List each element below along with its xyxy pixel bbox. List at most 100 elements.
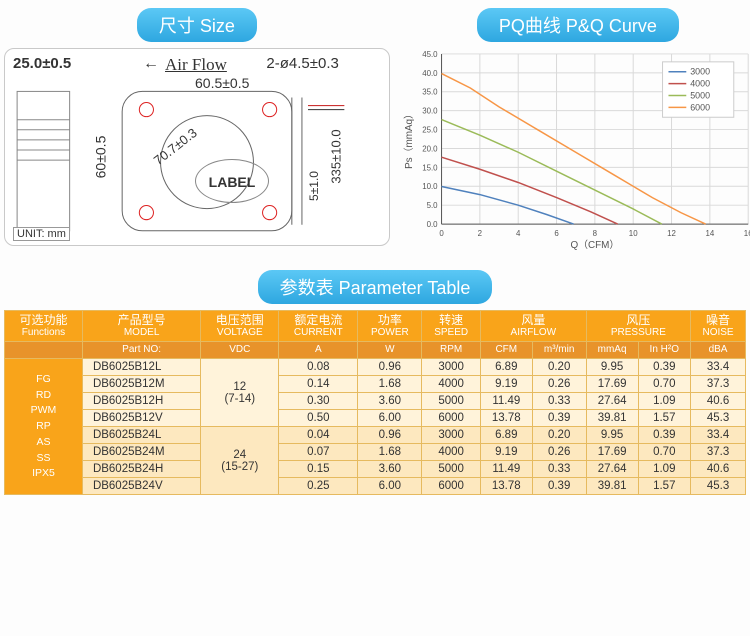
unit-cell: mmAq [586, 342, 638, 359]
svg-text:35.0: 35.0 [422, 88, 438, 97]
cell-model: DB6025B24H [82, 461, 200, 478]
unit-label: UNIT: mm [13, 227, 70, 241]
pq-chart: 0.05.010.015.020.025.030.035.040.045.002… [400, 48, 750, 252]
cell-mmaq: 39.81 [586, 478, 638, 495]
cell-inh2o: 0.39 [638, 359, 691, 376]
cell-current: 0.07 [279, 444, 358, 461]
table-row: DB6025B12V0.506.00600013.780.3939.811.57… [5, 410, 746, 427]
cell-mmaq: 17.69 [586, 444, 638, 461]
svg-text:40.0: 40.0 [422, 69, 438, 78]
cell-inh2o: 0.70 [638, 444, 691, 461]
col-pressure: 风压PRESSURE [586, 311, 690, 342]
cell-dba: 40.6 [691, 461, 746, 478]
cell-mmaq: 27.64 [586, 393, 638, 410]
functions-cell: FGRDPWMRPASSSIPX5 [5, 359, 83, 495]
svg-text:15.0: 15.0 [422, 163, 438, 172]
cell-dba: 33.4 [691, 427, 746, 444]
cell-m3min: 0.33 [532, 393, 586, 410]
svg-text:45.0: 45.0 [422, 50, 438, 59]
unit-cell: W [358, 342, 422, 359]
cell-voltage: 24(15-27) [201, 427, 279, 495]
cell-dba: 45.3 [691, 478, 746, 495]
pq-pill-en: P&Q Curve [566, 16, 657, 36]
col-functions: 可选功能Functions [5, 311, 83, 342]
cell-model: DB6025B24V [82, 478, 200, 495]
cell-m3min: 0.26 [532, 444, 586, 461]
cell-m3min: 0.39 [532, 410, 586, 427]
size-pill-cn: 尺寸 [159, 16, 195, 36]
cell-mmaq: 39.81 [586, 410, 638, 427]
svg-text:10.0: 10.0 [422, 182, 438, 191]
table-row: FGRDPWMRPASSSIPX5DB6025B12L12(7-14)0.080… [5, 359, 746, 376]
cell-mmaq: 9.95 [586, 427, 638, 444]
cell-model: DB6025B12V [82, 410, 200, 427]
svg-text:12: 12 [667, 229, 676, 238]
parameter-table: 可选功能Functions产品型号MODEL电压范围VOLTAGE额定电流CUR… [4, 310, 746, 495]
param-pill-en: Parameter Table [339, 278, 471, 298]
col-noise: 噪音NOISE [691, 311, 746, 342]
cell-cfm: 11.49 [480, 461, 532, 478]
svg-text:Q（CFM）: Q（CFM） [570, 239, 619, 250]
cell-model: DB6025B12H [82, 393, 200, 410]
cell-current: 0.15 [279, 461, 358, 478]
svg-text:16: 16 [744, 229, 750, 238]
cell-inh2o: 1.57 [638, 478, 691, 495]
cell-cfm: 6.89 [480, 427, 532, 444]
cell-dba: 37.3 [691, 444, 746, 461]
unit-cell: Part NO: [82, 342, 200, 359]
cell-cfm: 13.78 [480, 410, 532, 427]
dim-outlet-w: 60.5±0.5 [195, 75, 249, 91]
cell-current: 0.30 [279, 393, 358, 410]
col-speed: 转速SPEED [422, 311, 481, 342]
cell-model: DB6025B24M [82, 444, 200, 461]
cell-inh2o: 1.57 [638, 410, 691, 427]
svg-text:5.0: 5.0 [426, 201, 438, 210]
cell-mmaq: 9.95 [586, 359, 638, 376]
svg-text:Ps（mmAq）: Ps（mmAq） [403, 109, 415, 169]
pq-chart-svg: 0.05.010.015.020.025.030.035.040.045.002… [400, 48, 750, 250]
cell-power: 6.00 [358, 410, 422, 427]
cell-current: 0.08 [279, 359, 358, 376]
cell-current: 0.04 [279, 427, 358, 444]
table-row: DB6025B24V0.256.00600013.780.3939.811.57… [5, 478, 746, 495]
cell-model: DB6025B12L [82, 359, 200, 376]
table-row: DB6025B24M0.071.6840009.190.2617.690.703… [5, 444, 746, 461]
param-pill: 参数表 Parameter Table [258, 270, 493, 304]
cell-model: DB6025B12M [82, 376, 200, 393]
cell-power: 3.60 [358, 461, 422, 478]
cell-speed: 4000 [422, 444, 481, 461]
col-voltage: 电压范围VOLTAGE [201, 311, 279, 342]
cell-m3min: 0.20 [532, 359, 586, 376]
cell-power: 0.96 [358, 427, 422, 444]
svg-text:6: 6 [554, 229, 559, 238]
svg-text:20.0: 20.0 [422, 144, 438, 153]
dim-outlet-h: 5±1.0 [307, 171, 321, 201]
cell-inh2o: 0.70 [638, 376, 691, 393]
cell-current: 0.50 [279, 410, 358, 427]
cell-mmaq: 17.69 [586, 376, 638, 393]
table-row: DB6025B24L24(15-27)0.040.9630006.890.209… [5, 427, 746, 444]
col-model: 产品型号MODEL [82, 311, 200, 342]
svg-text:14: 14 [705, 229, 714, 238]
cell-m3min: 0.39 [532, 478, 586, 495]
cell-speed: 4000 [422, 376, 481, 393]
svg-text:10: 10 [629, 229, 638, 238]
size-column: 尺寸 Size [4, 8, 390, 252]
cell-cfm: 6.89 [480, 359, 532, 376]
svg-text:2: 2 [478, 229, 482, 238]
airflow-label: Air Flow [165, 55, 227, 75]
unit-cell: In H²O [638, 342, 691, 359]
dim-width: 25.0±0.5 [13, 55, 71, 72]
col-power: 功率POWER [358, 311, 422, 342]
parameter-section: 参数表 Parameter Table 可选功能Functions产品型号MOD… [0, 270, 750, 495]
cell-inh2o: 1.09 [638, 461, 691, 478]
cell-speed: 5000 [422, 393, 481, 410]
cell-inh2o: 0.39 [638, 427, 691, 444]
unit-cell: CFM [480, 342, 532, 359]
cell-voltage: 12(7-14) [201, 359, 279, 427]
unit-cell: dBA [691, 342, 746, 359]
cell-power: 3.60 [358, 393, 422, 410]
fan-label: LABEL [195, 159, 269, 203]
dim-lead: 335±10.0 [328, 129, 343, 183]
svg-text:4000: 4000 [690, 79, 710, 89]
